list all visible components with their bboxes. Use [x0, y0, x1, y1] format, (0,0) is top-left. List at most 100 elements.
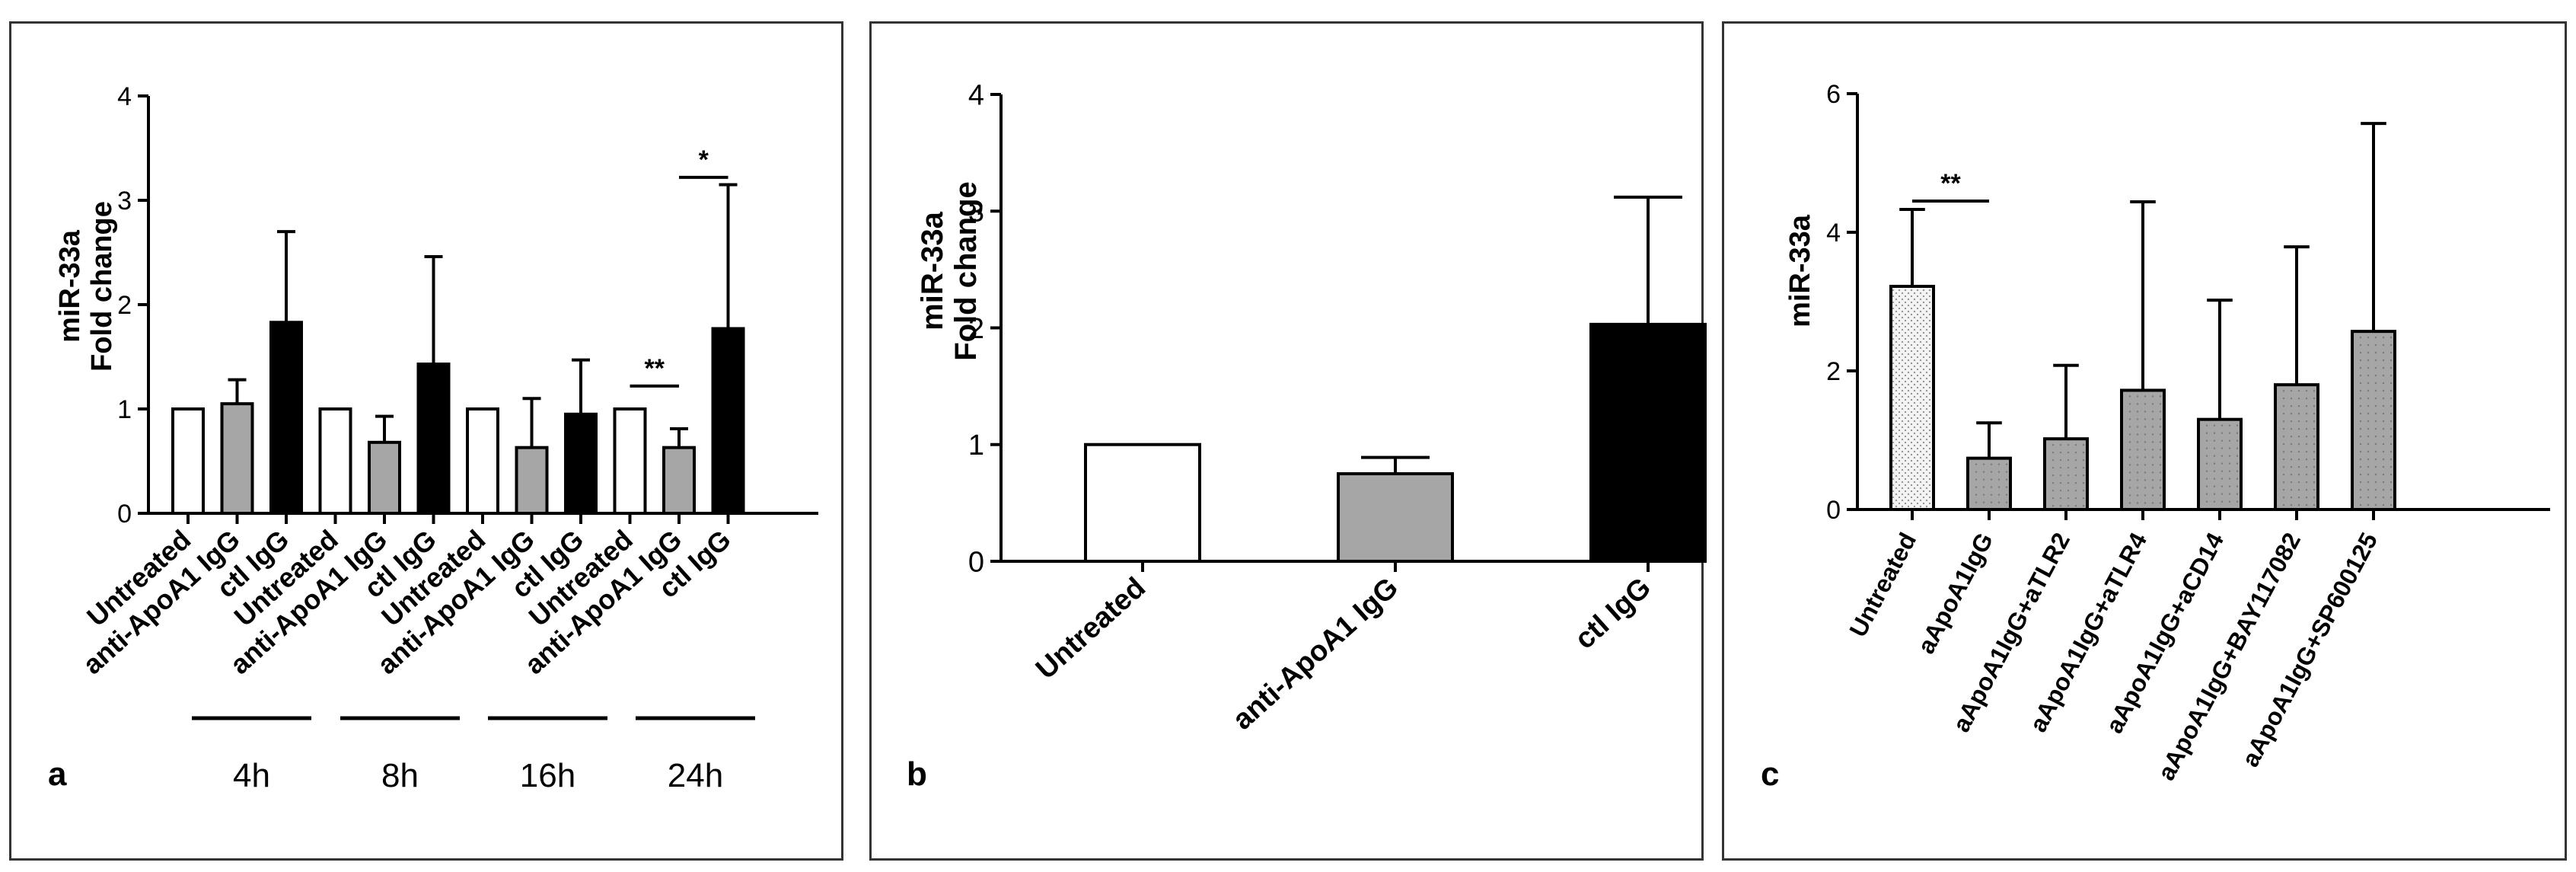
bar-texture-dot [2382, 382, 2385, 385]
bar [1966, 456, 2012, 511]
bar-texture-dot [2159, 433, 2162, 436]
bar-texture-dot [2389, 442, 2393, 446]
bar-texture-dot [2367, 465, 2370, 468]
bar [2043, 437, 2089, 511]
bar-texture-dot [2374, 412, 2377, 415]
bar-texture-dot [2074, 443, 2077, 446]
bar [711, 327, 745, 516]
bar-texture-dot [2082, 504, 2085, 507]
bar-texture-dot [2305, 443, 2308, 446]
bar-texture-dot [2389, 374, 2393, 377]
bar-texture-dot [1990, 471, 1993, 473]
bar-texture-dot [2136, 456, 2139, 458]
bar-texture-dot [2128, 441, 2131, 443]
bar-texture-dot [2236, 447, 2239, 449]
bar-texture-dot [2005, 501, 2008, 503]
bar-texture-dot [2305, 497, 2308, 499]
bar-texture-dot [2374, 496, 2377, 499]
bar-texture-dot [2367, 374, 2370, 377]
bar-texture-dot [2389, 336, 2393, 339]
category-label: aApoA1IgG+SP600125 [2236, 528, 2383, 771]
bar-texture-dot [2359, 442, 2362, 446]
bar [1889, 284, 1935, 511]
bar-texture-dot [2389, 488, 2393, 491]
bar-texture-dot [2082, 458, 2085, 462]
bar-texture-dot [2374, 420, 2377, 423]
bar-texture-dot [2313, 405, 2316, 407]
y-tick-label: 1 [968, 430, 984, 462]
bar-texture-dot [2151, 494, 2154, 497]
bar-texture-dot [2374, 374, 2377, 377]
bar-texture-dot [2144, 441, 2147, 443]
bar [564, 412, 598, 515]
bar-texture-dot [2389, 397, 2393, 400]
bar-texture-dot [2374, 427, 2377, 430]
bar-texture-dot [2052, 466, 2055, 469]
bar-texture-dot [2367, 336, 2370, 339]
bar-texture-dot [2313, 428, 2316, 430]
bar-texture-dot [2151, 502, 2154, 504]
bar-texture-dot [2305, 481, 2308, 484]
bar-texture-dot [2389, 458, 2393, 461]
bar-texture-dot [2367, 458, 2370, 461]
bar-texture-dot [2067, 443, 2070, 446]
bar-texture-dot [2297, 390, 2300, 392]
bar-texture-dot [2359, 374, 2362, 377]
bar-texture-dot [2297, 420, 2300, 423]
bar-texture-dot [2082, 466, 2085, 469]
bar-texture-dot [2128, 487, 2131, 489]
bar-texture-dot [2382, 450, 2385, 453]
bar-texture-dot [2374, 481, 2377, 484]
y-tick-label: 2 [968, 313, 984, 345]
bar-texture-dot [1997, 471, 2001, 473]
bar-texture-dot [2282, 428, 2285, 430]
bar-texture-dot [2282, 390, 2285, 392]
bar-texture-dot [2282, 420, 2285, 423]
bar-texture-dot [1982, 463, 1985, 465]
bar [662, 446, 696, 515]
bar-texture-dot [2382, 397, 2385, 400]
bar-texture-dot [2205, 432, 2208, 434]
bar-texture-dot [2052, 474, 2055, 477]
bar-texture-dot [2136, 449, 2139, 451]
bar-texture-dot [2228, 470, 2231, 472]
bar-texture-dot [2297, 466, 2300, 468]
bar-texture-dot [2236, 470, 2239, 472]
bar-texture-dot [2389, 366, 2393, 369]
bar [466, 407, 499, 515]
y-tick-label: 0 [1826, 496, 1841, 525]
y-tick-label: 3 [968, 196, 984, 228]
category-label: Untreated [1030, 571, 1152, 685]
bar-texture-dot [2151, 449, 2154, 451]
bar-texture-dot [2221, 478, 2224, 480]
bar-texture-dot [2205, 447, 2208, 449]
bar-texture-dot [1975, 501, 1978, 503]
bar-texture-dot [2159, 464, 2162, 466]
bar-texture-dot [2128, 449, 2131, 451]
bar-texture-dot [2367, 397, 2370, 400]
bar-texture-dot [2382, 351, 2385, 354]
bar-texture-dot [2374, 359, 2377, 362]
bar-texture-dot [2382, 473, 2385, 476]
bar-texture-dot [2236, 500, 2239, 503]
bar-texture-dot [2359, 412, 2362, 415]
bar-texture-dot [2367, 359, 2370, 362]
bar-texture-dot [2213, 447, 2216, 449]
bar-texture-dot [2374, 351, 2377, 354]
bar-texture-dot [2297, 398, 2300, 400]
bar-texture-dot [2290, 466, 2293, 468]
bar-texture-dot [2290, 436, 2293, 438]
bar-texture-dot [2359, 397, 2362, 400]
bar-texture-dot [2144, 487, 2147, 489]
bar-texture-dot [1975, 493, 1978, 496]
bar-texture-dot [2374, 404, 2377, 407]
bar-texture-dot [2074, 474, 2077, 477]
bar-texture-dot [2382, 412, 2385, 415]
bar-texture-dot [2305, 428, 2308, 430]
bar-texture-dot [2067, 474, 2070, 477]
bar-texture-dot [2313, 481, 2316, 484]
bar-texture-dot [2221, 447, 2224, 449]
bar-texture-dot [2389, 412, 2393, 415]
bar [1084, 442, 1201, 563]
bar-texture-dot [2297, 443, 2300, 446]
